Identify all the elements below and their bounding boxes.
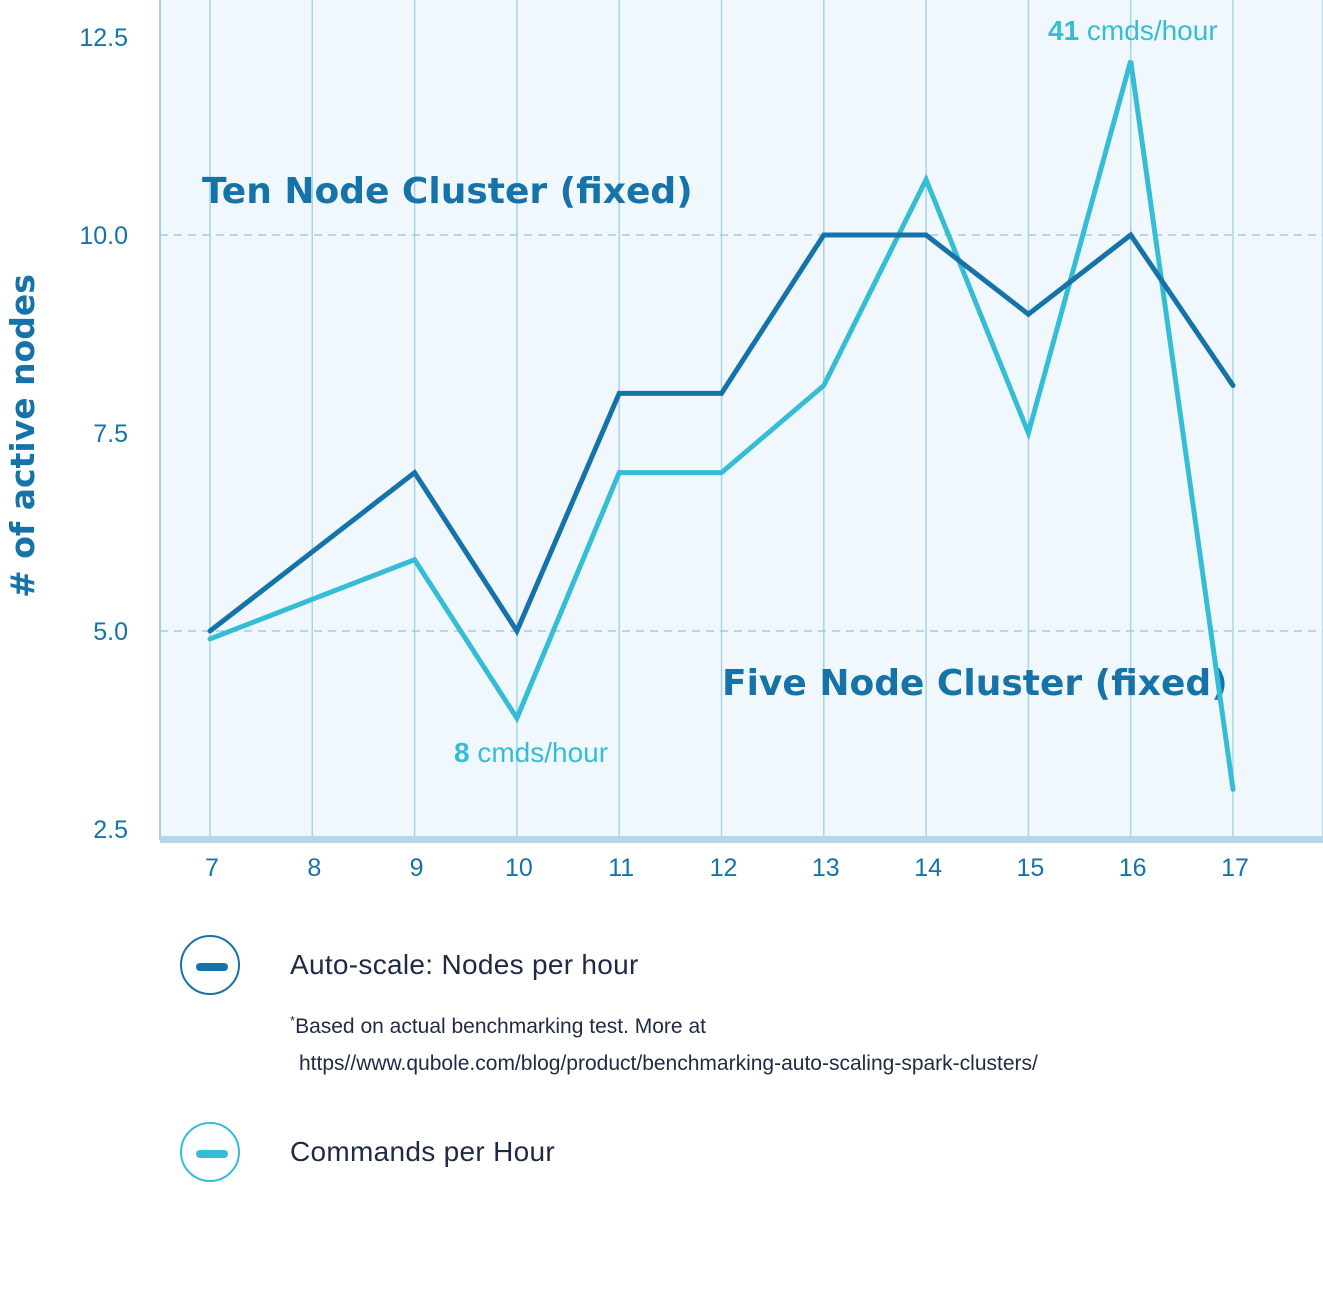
series-line-commands [207,60,1236,792]
x-tick-label: 7 [205,854,219,882]
x-tick-label: 12 [710,854,738,882]
peak-annotation-number: 41 [1048,15,1079,46]
five-node-cluster-label: Five Node Cluster (fixed) [722,663,1228,704]
legend-label-commands: Commands per Hour [290,1136,555,1167]
footnote: *Based on actual benchmarking test. More… [290,1002,1038,1082]
series-lines [207,60,1236,792]
peak-annotation: 41 cmds/hour [1048,15,1218,46]
low-annotation-text: cmds/hour [470,737,609,768]
legend-second: Commands per Hour [180,1122,1280,1188]
x-tick-label: 14 [914,854,942,882]
series-line-autoscale [207,231,1236,637]
legend-swatch-autoscale [180,935,240,995]
legend-swatch-commands [180,1122,240,1182]
legend-item-autoscale: Auto-scale: Nodes per hour [180,935,1280,1001]
x-tick-label: 15 [1016,854,1044,882]
x-tick-label: 10 [505,854,533,882]
low-annotation: 8 cmds/hour [454,737,608,768]
low-annotation-number: 8 [454,737,470,768]
x-tick-label: 16 [1119,854,1147,882]
x-tick-labels: 7 8 9 10 11 12 13 14 15 16 17 [205,854,1249,882]
footnote-text: Based on actual benchmarking test. More … [295,1015,706,1038]
footnote-link: https//www.qubole.com/blog/product/bench… [299,1052,1038,1075]
y-tick-label: 12.5 [79,24,128,52]
y-tick-labels: 2.5 5.0 7.5 10.0 12.5 [79,24,128,844]
x-tick-label: 9 [410,854,424,882]
footnote-star: * [290,1013,296,1028]
x-axis-bar [160,836,1323,843]
x-tick-label: 13 [812,854,840,882]
y-axis-label: # of active nodes [3,274,42,598]
y-tick-label: 10.0 [79,222,128,250]
x-tick-label: 8 [307,854,321,882]
ten-node-cluster-label: Ten Node Cluster (fixed) [202,171,693,212]
legend: Auto-scale: Nodes per hour [180,935,1280,1001]
y-tick-label: 5.0 [93,618,128,646]
y-tick-label: 7.5 [93,420,128,448]
legend-line-icon [196,1150,228,1158]
chart: Ten Node Cluster (fixed) Five Node Clust… [3,0,1323,882]
x-tick-label: 11 [608,854,634,882]
y-tick-label: 2.5 [93,816,128,844]
vertical-gridlines [209,0,1323,836]
peak-annotation-text: cmds/hour [1079,15,1218,46]
x-tick-label: 17 [1221,854,1249,882]
legend-item-commands: Commands per Hour [180,1122,1280,1188]
plot-background [160,0,1323,840]
legend-line-icon [196,963,228,971]
legend-label-autoscale: Auto-scale: Nodes per hour [290,949,639,980]
footnote-line-1: *Based on actual benchmarking test. More… [290,1002,1038,1045]
